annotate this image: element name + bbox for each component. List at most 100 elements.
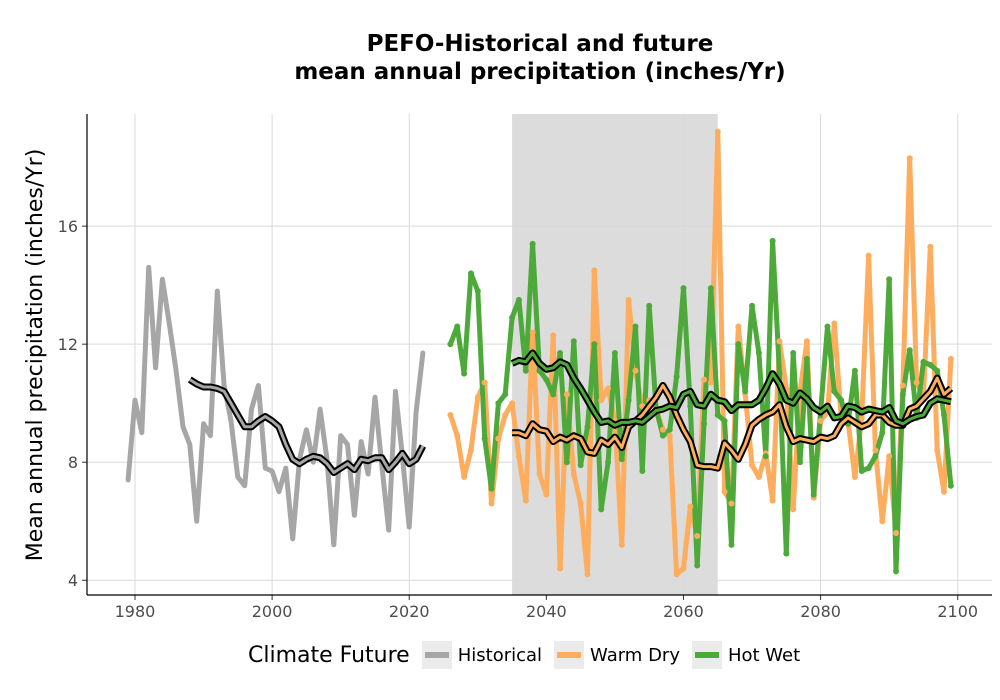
data-point-hot-wet [742,388,749,395]
data-point-hot-wet [906,347,913,354]
data-point-warm-dry [515,453,522,460]
data-point-hot-wet [893,568,900,575]
legend-label-hot-wet: Hot Wet [727,644,801,666]
data-point-hot-wet [502,391,509,398]
data-point-warm-dry [522,497,529,504]
data-point-warm-dry [906,155,913,162]
data-point-hot-wet [899,391,906,398]
data-point-warm-dry [461,473,468,480]
data-point-hot-wet [598,506,605,513]
data-point-hot-wet [454,323,461,330]
data-point-warm-dry [934,447,941,454]
data-point-warm-dry [509,400,516,407]
data-point-hot-wet [790,350,797,357]
x-tick-label: 2040 [526,602,567,621]
data-point-warm-dry [474,394,481,401]
data-point-warm-dry [659,426,666,433]
data-point-hot-wet [783,550,790,557]
data-point-hot-wet [666,426,673,433]
data-point-hot-wet [865,465,872,472]
data-point-warm-dry [687,503,694,510]
data-point-hot-wet [762,453,769,460]
data-point-warm-dry [769,497,776,504]
data-point-warm-dry [563,391,570,398]
legend-item-historical: Historical [421,641,543,669]
series-line-historical [125,264,426,548]
data-point-hot-wet [447,341,454,348]
data-point-warm-dry [536,471,543,478]
y-tick-label: 12 [58,335,78,354]
chart-title: PEFO-Historical and future mean annual p… [90,30,990,86]
data-point-hot-wet [563,459,570,466]
data-point-hot-wet [680,285,687,292]
data-point-warm-dry [714,128,721,135]
data-point-hot-wet [591,341,598,348]
legend-item-warm-dry: Warm Dry [554,641,680,669]
data-point-hot-wet [515,296,522,303]
data-point-warm-dry [831,320,838,327]
data-point-hot-wet [584,423,591,430]
data-point-warm-dry [584,571,591,578]
data-point-warm-dry [941,488,948,495]
y-tick-label: 8 [68,453,78,472]
data-point-hot-wet [605,459,612,466]
data-point-hot-wet [522,367,529,374]
data-point-warm-dry [591,267,598,274]
data-point-warm-dry [776,338,783,345]
data-point-hot-wet [824,323,831,330]
data-point-hot-wet [673,373,680,380]
data-point-hot-wet [639,468,646,475]
data-point-warm-dry [755,473,762,480]
data-point-warm-dry [886,453,893,460]
data-point-warm-dry [618,541,625,548]
data-point-hot-wet [611,350,618,357]
data-point-hot-wet [886,276,893,283]
y-axis-label: Mean annual precipitation (inches/Yr) [23,149,48,562]
data-point-hot-wet [543,376,550,383]
data-point-hot-wet [851,367,858,374]
data-point-warm-dry [673,571,680,578]
data-point-hot-wet [694,562,701,569]
data-point-hot-wet [632,323,639,330]
data-point-hot-wet [557,350,564,357]
data-point-warm-dry [872,447,879,454]
data-point-warm-dry [570,471,577,478]
data-point-hot-wet [728,541,735,548]
data-point-warm-dry [632,367,639,374]
data-point-hot-wet [701,420,708,427]
data-point-hot-wet [481,435,488,442]
chart-title-line-1: PEFO-Historical and future [366,31,714,57]
data-point-hot-wet [927,361,934,368]
data-point-warm-dry [666,432,673,439]
series-layer [125,128,954,578]
data-point-hot-wet [735,341,742,348]
data-point-warm-dry [817,417,824,424]
data-point-warm-dry [557,565,564,572]
data-point-warm-dry [502,411,509,418]
data-point-warm-dry [893,530,900,537]
data-point-hot-wet [529,240,536,247]
data-point-warm-dry [865,252,872,259]
data-point-hot-wet [474,288,481,295]
data-point-hot-wet [838,397,845,404]
data-point-hot-wet [467,270,474,277]
data-point-warm-dry [803,338,810,345]
data-point-warm-dry [467,447,474,454]
data-point-warm-dry [899,382,906,389]
legend-label-historical: Historical [457,644,543,666]
data-point-warm-dry [701,376,708,383]
smooth-line-hot-wet [511,351,952,427]
data-point-hot-wet [920,358,927,365]
data-point-hot-wet [797,459,804,466]
y-tick-label: 4 [68,571,78,590]
data-point-hot-wet [858,468,865,475]
data-point-warm-dry [913,379,920,386]
x-tick-label: 2080 [800,602,841,621]
smooth-line-warm-dry [512,376,952,470]
data-point-warm-dry [858,414,865,421]
legend-item-hot-wet: Hot Wet [691,641,801,669]
data-point-hot-wet [625,397,632,404]
x-tick-label: 2060 [663,602,704,621]
data-point-warm-dry [605,385,612,392]
